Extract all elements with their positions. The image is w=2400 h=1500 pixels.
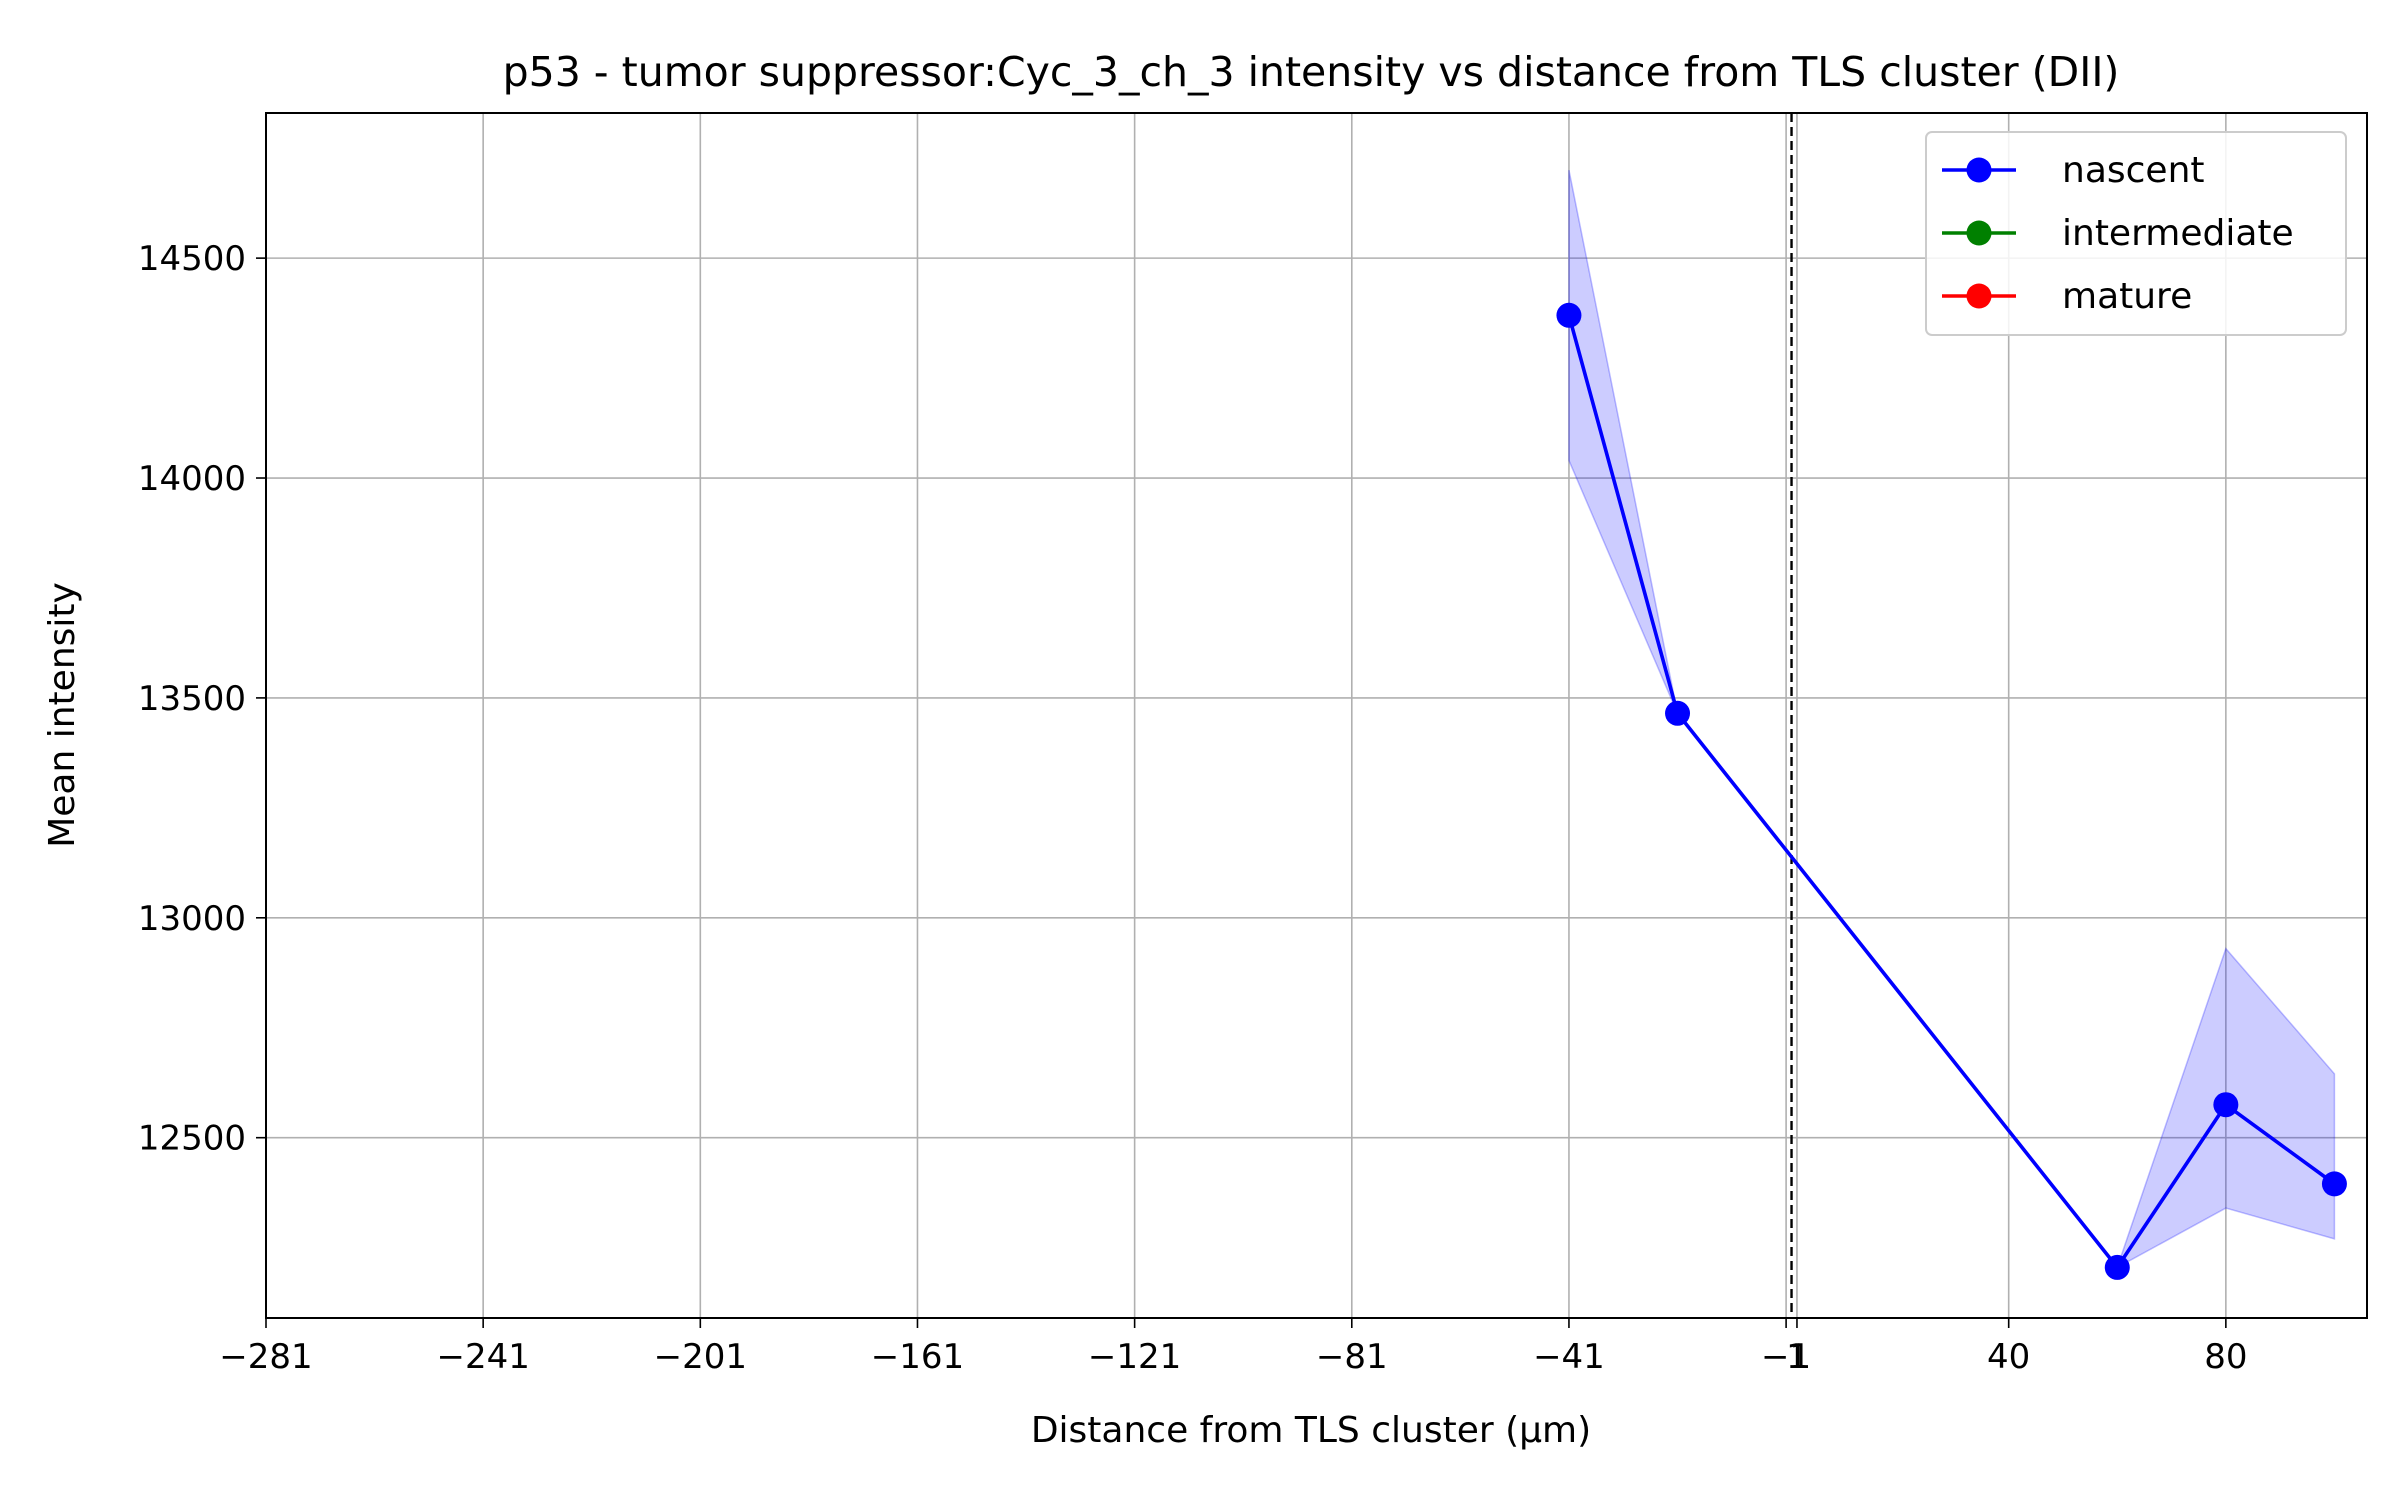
x-tick-label: −161 — [871, 1337, 964, 1377]
data-point-nascent — [1665, 700, 1691, 726]
data-point-nascent — [2321, 1171, 2347, 1197]
x-tick-label: −41 — [1533, 1337, 1605, 1377]
x-tick-label: −1 — [1761, 1337, 1811, 1377]
x-tick-label: −121 — [1088, 1337, 1181, 1377]
data-points — [1556, 302, 2347, 1280]
data-point-nascent — [2213, 1092, 2239, 1118]
legend: nascent intermediate mature — [1925, 131, 2347, 336]
legend-box — [1925, 131, 2347, 336]
x-tick-label: −281 — [219, 1337, 312, 1377]
legend-label-nascent: nascent — [2062, 150, 2205, 191]
chart-title: p53 - tumor suppressor:Cyc_3_ch_3 intens… — [503, 48, 2120, 96]
x-tick-label: −241 — [436, 1337, 529, 1377]
data-point-nascent — [1556, 302, 1582, 328]
legend-marker-intermediate — [1966, 220, 1992, 246]
y-axis-label: Mean intensity — [42, 582, 83, 848]
legend-marker-mature — [1966, 283, 1992, 309]
y-tick-label: 14000 — [138, 459, 246, 499]
legend-label-mature: mature — [2062, 276, 2192, 317]
data-point-nascent — [2104, 1254, 2130, 1280]
x-tick-label: 40 — [1987, 1337, 2030, 1377]
y-tick-label: 13000 — [138, 899, 246, 939]
x-tick-label: 1 — [1786, 1337, 1808, 1377]
x-axis-ticks: −281 −241 −201 −161 −121 −81 −41 −11 40 80 — [219, 1318, 2247, 1377]
x-tick-label: 80 — [2204, 1337, 2247, 1377]
legend-label-intermediate: intermediate — [2062, 213, 2294, 254]
y-tick-label: 13500 — [138, 679, 246, 719]
x-axis-label: Distance from TLS cluster (μm) — [1031, 1410, 1591, 1451]
y-tick-label: 12500 — [138, 1119, 246, 1159]
x-tick-label: −81 — [1316, 1337, 1388, 1377]
y-tick-label: 14500 — [138, 239, 246, 279]
x-tick-label: −201 — [654, 1337, 747, 1377]
legend-marker-nascent — [1966, 157, 1992, 183]
y-axis-ticks: 12500 13000 13500 14000 14500 — [138, 239, 266, 1159]
plot-frame — [265, 112, 2368, 1319]
